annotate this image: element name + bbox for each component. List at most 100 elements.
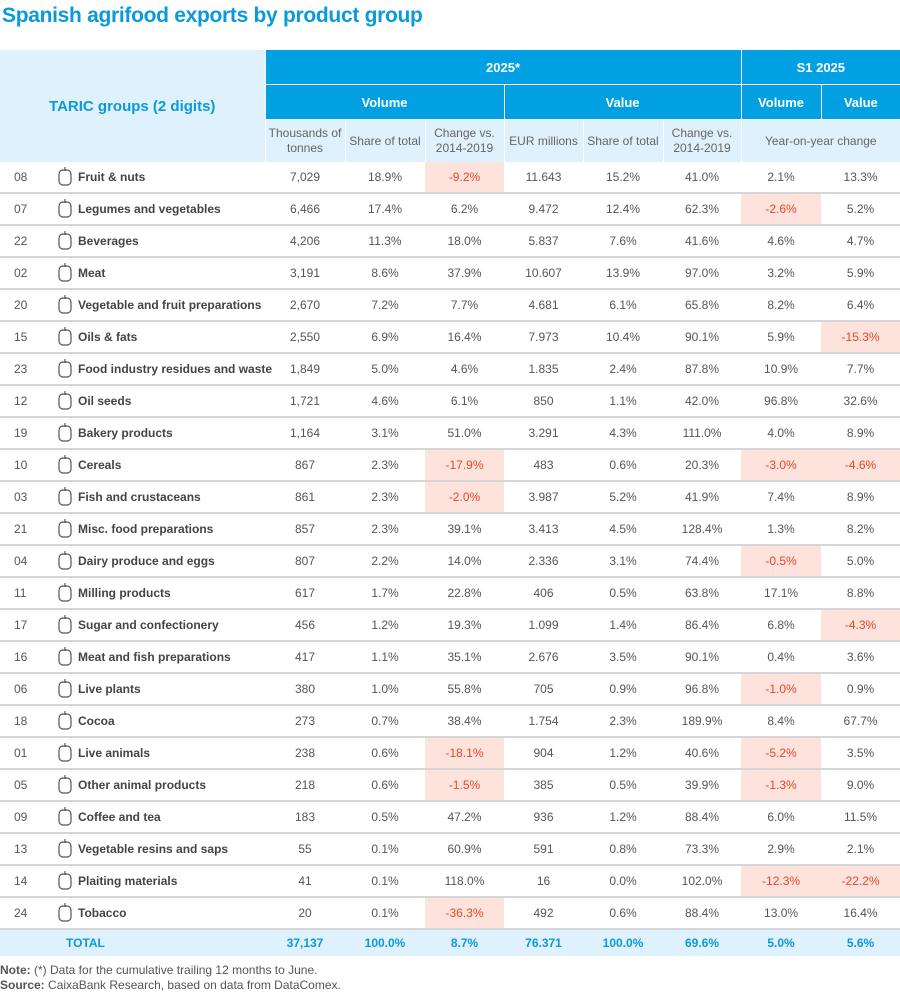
thousands-tonnes: 238 (265, 737, 345, 770)
taric-code: 07 (0, 193, 52, 226)
animal-product-icon (52, 774, 78, 796)
value-share: 15.2% (583, 162, 663, 194)
value-change: 96.8% (663, 673, 742, 706)
taric-code: 15 (0, 321, 52, 354)
product-group-name: Cereals (78, 449, 265, 482)
volume-change: 35.1% (425, 641, 504, 674)
s1-volume-yoy: 4.6% (741, 225, 822, 258)
value-change: 88.4% (663, 801, 742, 834)
value-share: 1.1% (583, 385, 663, 418)
eur-millions: 2.336 (504, 545, 583, 578)
taric-code: 16 (0, 641, 52, 674)
s1-value-header: Value (820, 84, 900, 120)
volume-change: 39.1% (425, 513, 504, 546)
s1-value-yoy: 3.5% (821, 737, 900, 770)
total-value-share: 100.0% (583, 929, 663, 956)
volume-share: 0.6% (345, 769, 425, 802)
product-group-name: Milling products (78, 577, 265, 610)
eur-millions: 3.413 (504, 513, 583, 546)
volume-change: -9.2% (425, 162, 504, 194)
value-share: 4.5% (583, 513, 663, 546)
eur-millions: 1.099 (504, 609, 583, 642)
source-label: Source: (0, 978, 45, 992)
product-group-name: Dairy produce and eggs (78, 545, 265, 578)
icon-cell (52, 737, 78, 770)
s1-volume-yoy: 0.4% (741, 641, 822, 674)
value-change: 41.6% (663, 225, 742, 258)
icon-cell (52, 449, 78, 482)
taric-code: 02 (0, 257, 52, 290)
volume-share: 2.3% (345, 513, 425, 546)
icon-cell (52, 417, 78, 450)
table-row: 11 Milling products 617 1.7% 22.8% 406 0.5% 63.… (0, 577, 900, 610)
s1-volume-yoy: 2.1% (741, 162, 822, 194)
s1-volume-yoy: -3.0% (741, 449, 822, 482)
icon-cell (52, 225, 78, 258)
vegetables-icon (52, 198, 78, 220)
table-row: 22 Beverages 4,206 11.3% 18.0% 5.837 7.6% 41.6%… (0, 225, 900, 258)
table-row: 17 Sugar and confectionery 456 1.2% 19.3% 1.0… (0, 609, 900, 642)
volume-header: Volume (264, 84, 504, 120)
taric-code: 20 (0, 289, 52, 322)
thousands-tonnes: 417 (265, 641, 345, 674)
icon-cell (52, 609, 78, 642)
product-group-name: Live animals (78, 737, 265, 770)
eur-millions: 10.607 (504, 257, 583, 290)
thousands-tonnes: 41 (265, 865, 345, 898)
icon-cell (52, 577, 78, 610)
notes: Note: (*) Data for the cumulative traili… (0, 963, 341, 993)
product-group-name: Meat (78, 257, 265, 290)
product-group-name: Oil seeds (78, 385, 265, 418)
total-s1-volume-yoy: 5.0% (741, 929, 822, 956)
icon-cell (52, 353, 78, 386)
total-row: TOTAL 37,137 100.0% 8.7% 76.371 100.0% 69.6% 5.… (0, 929, 900, 956)
table-row: 12 Oil seeds 1,721 4.6% 6.1% 850 1.1% 42.0% 96.8… (0, 385, 900, 418)
product-group-name: Vegetable resins and saps (78, 833, 265, 866)
col-thousands-tonnes: Thousands of tonnes (264, 119, 345, 162)
taric-code: 08 (0, 162, 52, 194)
value-share: 0.5% (583, 769, 663, 802)
candy-icon (52, 614, 78, 636)
volume-change: -17.9% (425, 449, 504, 482)
s1-volume-yoy: 5.9% (741, 321, 822, 354)
product-group-name: Live plants (78, 673, 265, 706)
volume-share: 0.5% (345, 801, 425, 834)
exports-table: TARIC groups (2 digits) 2025* S1 2025 Vo… (0, 50, 900, 956)
value-share: 3.1% (583, 545, 663, 578)
volume-change: 7.7% (425, 289, 504, 322)
value-share: 3.5% (583, 641, 663, 674)
s1-value-yoy: 3.6% (821, 641, 900, 674)
col-volume-share: Share of total (344, 119, 425, 162)
thousands-tonnes: 456 (265, 609, 345, 642)
eur-millions: 16 (504, 865, 583, 898)
taric-code: 23 (0, 353, 52, 386)
taric-code: 24 (0, 897, 52, 930)
wheat-icon (52, 454, 78, 476)
s1-volume-yoy: 8.2% (741, 289, 822, 322)
s1-value-yoy: 8.9% (821, 481, 900, 514)
eur-millions: 483 (504, 449, 583, 482)
col-value-change: Change vs. 2014-2019 (662, 119, 742, 162)
volume-change: 14.0% (425, 545, 504, 578)
value-change: 90.1% (663, 321, 742, 354)
milk-carton-icon (52, 550, 78, 572)
volume-change: 18.0% (425, 225, 504, 258)
col-eur-millions: EUR millions (503, 119, 583, 162)
s1-volume-yoy: -5.2% (741, 737, 822, 770)
volume-change: 60.9% (425, 833, 504, 866)
taric-code: 18 (0, 705, 52, 738)
note-text: (*) Data for the cumulative trailing 12 … (30, 963, 318, 977)
value-change: 86.4% (663, 609, 742, 642)
s1-value-yoy: 8.2% (821, 513, 900, 546)
value-change: 42.0% (663, 385, 742, 418)
s1-volume-header: Volume (740, 84, 822, 120)
volume-change: 19.3% (425, 609, 504, 642)
volume-change: 118.0% (425, 865, 504, 898)
volume-change: 4.6% (425, 353, 504, 386)
value-change: 41.0% (663, 162, 742, 194)
value-change: 97.0% (663, 257, 742, 290)
value-share: 1.2% (583, 801, 663, 834)
value-change: 87.8% (663, 353, 742, 386)
volume-share: 2.3% (345, 449, 425, 482)
period-2025-header: 2025* (264, 50, 742, 85)
